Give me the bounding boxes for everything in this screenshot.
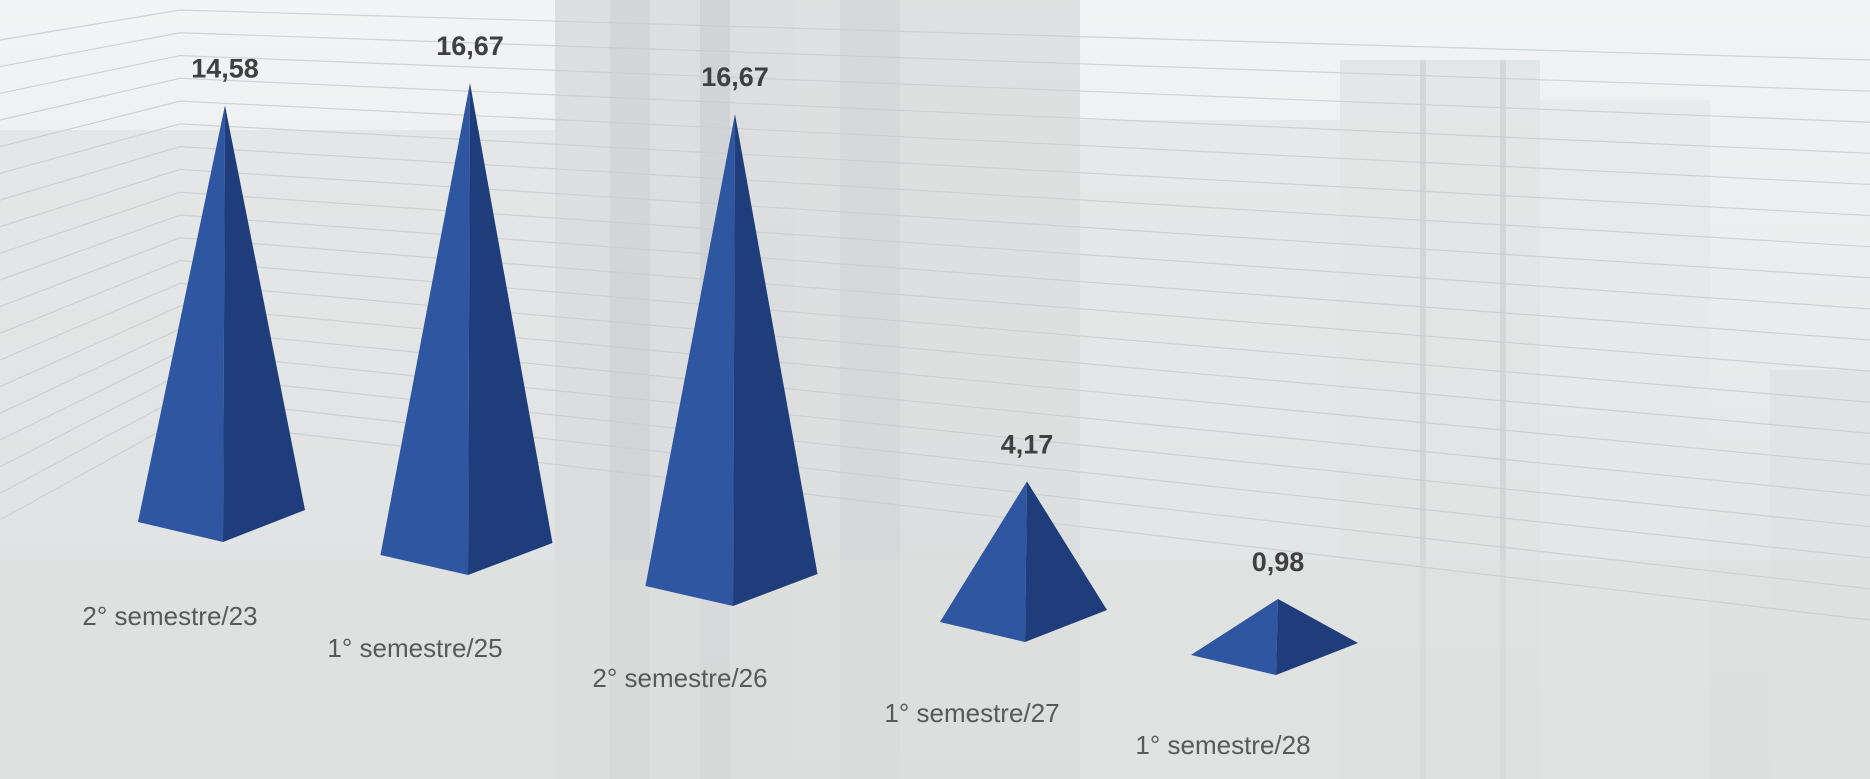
pyramid-face-side bbox=[223, 105, 305, 542]
category-label: 2° semestre/23 bbox=[82, 601, 257, 631]
gridline bbox=[0, 123, 1870, 217]
category-label: 1° semestre/27 bbox=[884, 698, 1059, 728]
pyramid-bar bbox=[1191, 599, 1358, 675]
gridline bbox=[0, 32, 1870, 92]
gridline bbox=[0, 282, 1870, 434]
category-label: 1° semestre/28 bbox=[1135, 730, 1310, 760]
pyramid-face-side bbox=[1025, 481, 1107, 642]
value-label: 16,67 bbox=[701, 62, 769, 92]
value-label: 14,58 bbox=[191, 54, 259, 84]
gridlines bbox=[0, 9, 1870, 621]
gridline bbox=[0, 100, 1870, 186]
pyramid-face-side bbox=[733, 114, 818, 607]
gridline bbox=[0, 77, 1870, 154]
pyramid-face-front bbox=[380, 83, 470, 576]
gridline bbox=[0, 305, 1870, 466]
value-label: 16,67 bbox=[436, 31, 504, 61]
pyramid-bar bbox=[138, 105, 305, 542]
value-labels: 14,58 16,67 16,67 4,17 0,98 bbox=[191, 31, 1304, 577]
pyramid-face-front bbox=[1191, 599, 1278, 675]
pyramid-face-front bbox=[940, 481, 1027, 642]
gridline bbox=[0, 9, 1870, 61]
gridline bbox=[0, 237, 1870, 372]
category-label: 1° semestre/25 bbox=[327, 633, 502, 663]
pyramids bbox=[138, 83, 1358, 675]
pyramid-bar bbox=[645, 114, 818, 607]
pyramid-bar bbox=[940, 481, 1107, 642]
value-label: 4,17 bbox=[1001, 429, 1054, 459]
category-labels: 2° semestre/23 1° semestre/25 2° semestre/… bbox=[82, 601, 1310, 760]
gridline bbox=[0, 214, 1870, 341]
pyramid-face-front bbox=[645, 114, 735, 607]
pyramid-bar bbox=[380, 83, 553, 576]
gridline bbox=[0, 168, 1870, 279]
gridline bbox=[0, 191, 1870, 310]
pyramid-face-side bbox=[1276, 599, 1358, 675]
pyramid-face-front bbox=[138, 105, 225, 542]
pyramid-face-side bbox=[468, 83, 553, 576]
category-label: 2° semestre/26 bbox=[592, 663, 767, 693]
gridline bbox=[0, 146, 1870, 248]
gridline bbox=[0, 54, 1870, 123]
gridline bbox=[0, 259, 1870, 403]
value-label: 0,98 bbox=[1252, 547, 1305, 577]
